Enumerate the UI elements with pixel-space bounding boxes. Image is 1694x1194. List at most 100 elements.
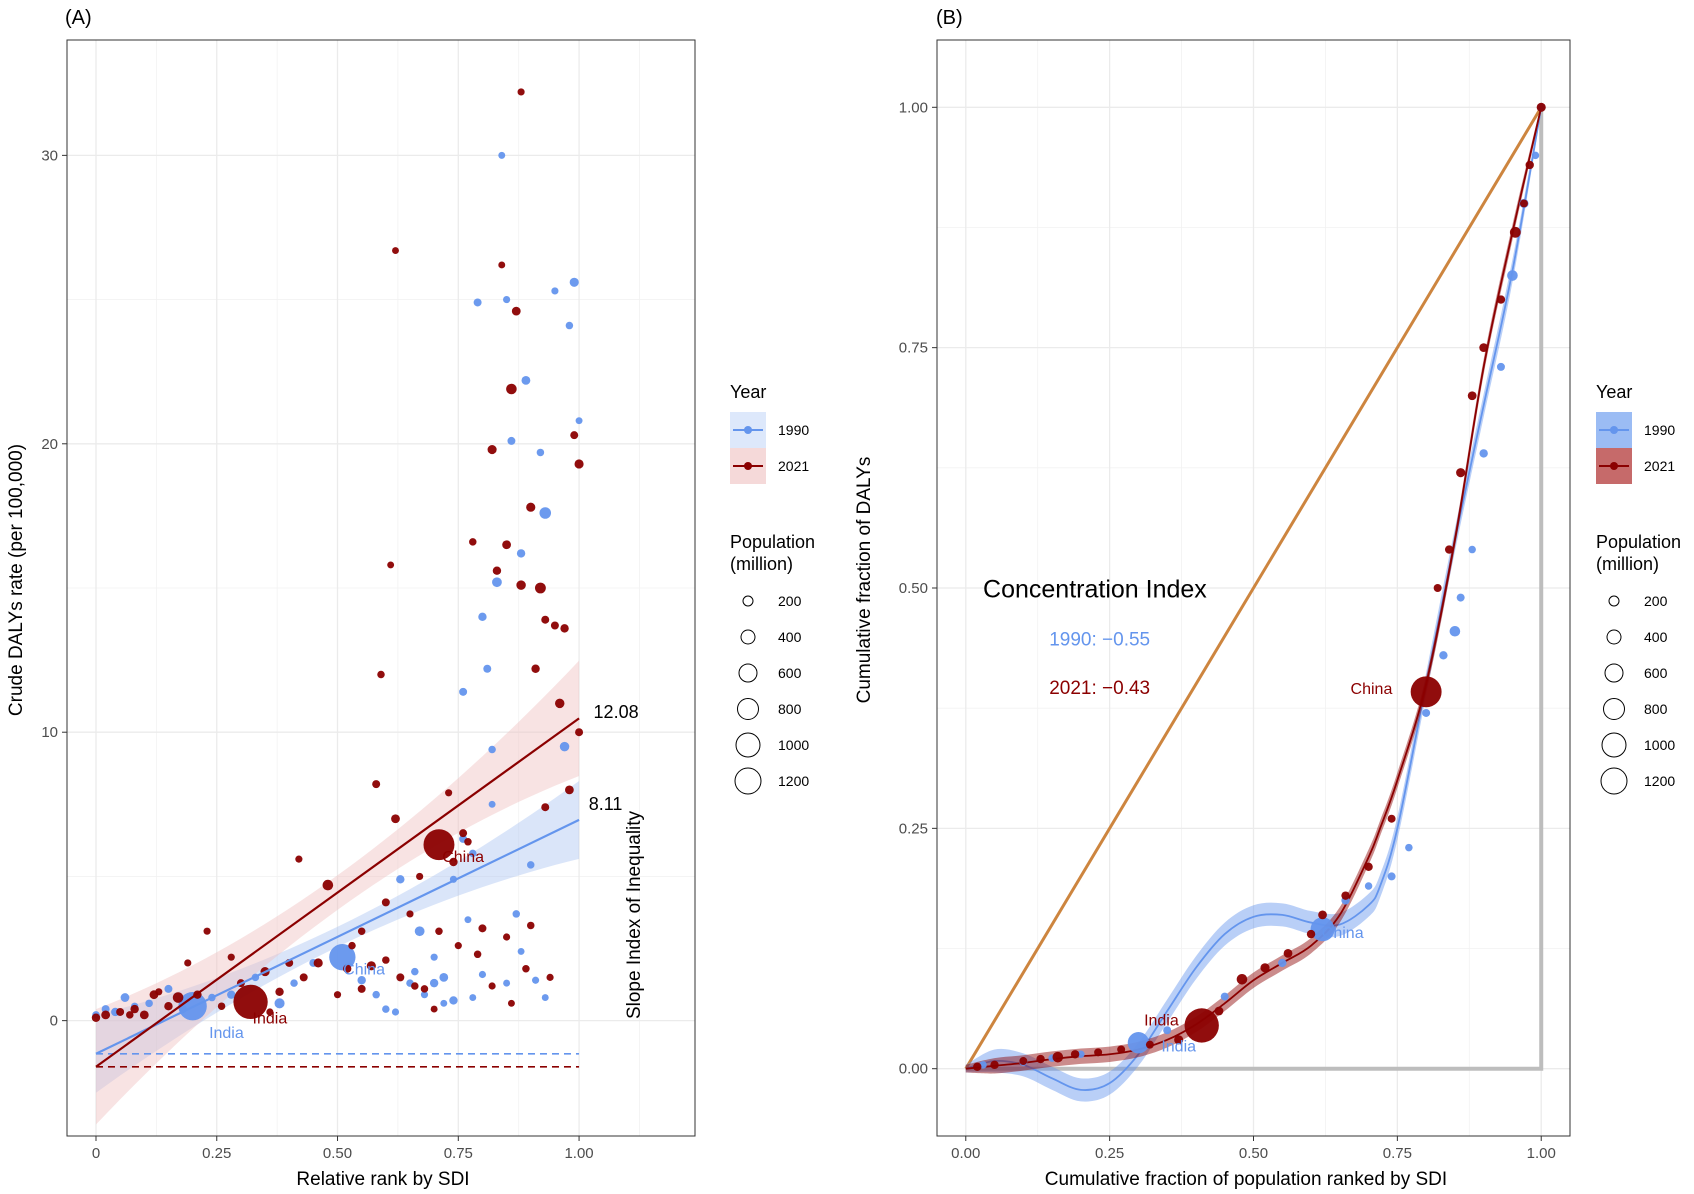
data-point-1990 <box>329 944 356 971</box>
panel-a-side-label: Slope Index of Inequality <box>624 810 645 1019</box>
legend-b-pop-circle-200 <box>1608 595 1620 607</box>
data-point-1990 <box>473 298 482 307</box>
data-point-2021 <box>130 1004 139 1014</box>
x-tick-label: 0 <box>92 1145 100 1162</box>
data-point-2021 <box>1387 814 1396 823</box>
data-point-1990 <box>1220 992 1229 1001</box>
annotation-china-1990: China <box>343 961 385 978</box>
data-point-2021 <box>506 383 517 395</box>
data-point-2021 <box>555 698 565 709</box>
data-point-1990 <box>1479 449 1488 458</box>
data-point-2021 <box>492 566 502 575</box>
data-point-2021 <box>507 999 515 1007</box>
data-point-2021 <box>416 872 424 881</box>
regression-line-1990 <box>95 818 580 1055</box>
legend-b-pop-circle-800 <box>1603 698 1625 720</box>
data-point-2021 <box>1145 1040 1154 1049</box>
data-point-2021 <box>487 444 497 455</box>
x-tick-label: 0.25 <box>202 1145 231 1162</box>
data-point-2021 <box>1036 1054 1045 1064</box>
concentration-index-1990: 1990: −0.55 <box>1049 630 1150 651</box>
y-tick-label: 0.50 <box>899 580 928 597</box>
data-point-1990 <box>391 1008 400 1016</box>
data-point-1990 <box>290 979 298 987</box>
legend-b-pop-200: 200 <box>1644 593 1668 609</box>
data-point-2021 <box>531 664 540 673</box>
data-point-2021 <box>342 964 352 973</box>
data-point-2021 <box>990 1060 999 1070</box>
annotation-india-1990: India <box>1161 1038 1196 1055</box>
data-point-2021 <box>1174 1035 1184 1045</box>
data-point-1990 <box>531 976 540 984</box>
data-point-1990 <box>429 978 439 988</box>
slope-label-1990: 8.11 <box>589 794 623 814</box>
data-point-1990 <box>503 295 511 304</box>
data-point-2021 <box>1444 545 1454 554</box>
data-point-2021 <box>139 1010 149 1020</box>
data-point-2021 <box>1456 468 1466 478</box>
data-point-2021 <box>1433 584 1442 592</box>
data-point-2021 <box>1019 1057 1028 1065</box>
data-point-1990 <box>414 926 425 937</box>
data-point-2021 <box>116 1007 125 1016</box>
x-tick-label: 1.00 <box>1527 1145 1556 1162</box>
data-point-2021 <box>459 829 468 838</box>
data-point-2021 <box>377 670 385 679</box>
annotation-china-2021: China <box>1351 681 1393 698</box>
data-point-2021 <box>498 261 506 269</box>
data-point-1990 <box>1278 958 1287 968</box>
data-point-1990 <box>516 549 526 558</box>
data-point-1990 <box>411 967 419 976</box>
data-point-2021 <box>1236 973 1248 985</box>
data-point-1990 <box>1496 362 1505 371</box>
y-tick-label: 0.25 <box>899 820 928 837</box>
annotation-india-2021: India <box>1144 1012 1179 1029</box>
data-point-2021 <box>381 898 390 907</box>
data-point-2021 <box>575 728 584 737</box>
data-point-2021 <box>348 941 356 950</box>
data-point-1990 <box>527 861 535 869</box>
data-point-1990 <box>274 998 285 1009</box>
data-point-2021 <box>1070 1050 1080 1059</box>
data-point-1990 <box>478 970 487 979</box>
data-point-1990 <box>478 612 487 622</box>
y-tick-label: 20 <box>41 436 58 453</box>
legend-a-item-1990: 1990 <box>778 422 809 438</box>
legend-b-key-2021-dot <box>1610 462 1618 470</box>
legend-a-pop-circle-1000 <box>735 732 761 758</box>
data-point-1990 <box>569 277 579 287</box>
data-point-1990 <box>559 741 570 752</box>
annotation-china-2021: China <box>442 849 484 866</box>
data-point-1990 <box>541 994 549 1002</box>
panel-b-label: (B) <box>936 7 963 29</box>
data-point-2021 <box>570 431 579 440</box>
x-tick-label: 0.00 <box>951 1145 980 1162</box>
data-point-1990 <box>1507 270 1518 281</box>
reference-lines <box>965 107 1544 1071</box>
data-point-2021 <box>233 984 268 1020</box>
data-point-1990 <box>439 972 449 982</box>
data-point-2021 <box>295 855 303 863</box>
data-point-1990 <box>1456 593 1465 602</box>
legend-a-year-title: Year <box>730 382 766 402</box>
data-point-1990 <box>1077 1050 1085 1059</box>
y-tick-label: 10 <box>41 724 58 741</box>
concentration-index-2021: 2021: −0.43 <box>1049 678 1150 699</box>
x-tick-label: 0.25 <box>1095 1145 1124 1162</box>
data-point-2021 <box>1094 1048 1103 1057</box>
data-point-1990 <box>483 664 492 673</box>
data-point-2021 <box>541 615 550 624</box>
data-point-2021 <box>1467 391 1477 401</box>
data-point-2021 <box>391 814 400 824</box>
data-point-2021 <box>126 1011 134 1019</box>
legend-a-pop-circle-1200 <box>734 767 762 795</box>
data-point-2021 <box>511 306 521 316</box>
data-point-2021 <box>550 621 559 630</box>
data-point-2021 <box>1214 1006 1224 1016</box>
data-point-2021 <box>449 857 458 867</box>
data-point-2021 <box>387 561 395 569</box>
data-point-1990 <box>372 990 380 999</box>
data-point-2021 <box>445 789 453 797</box>
data-point-2021 <box>172 992 184 1003</box>
data-point-2021 <box>1260 963 1270 973</box>
